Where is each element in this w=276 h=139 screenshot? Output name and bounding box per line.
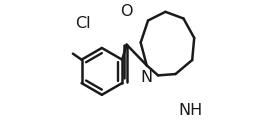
Text: O: O bbox=[120, 3, 133, 18]
Text: Cl: Cl bbox=[75, 16, 91, 31]
Text: N: N bbox=[141, 70, 153, 85]
Text: NH: NH bbox=[179, 103, 203, 118]
